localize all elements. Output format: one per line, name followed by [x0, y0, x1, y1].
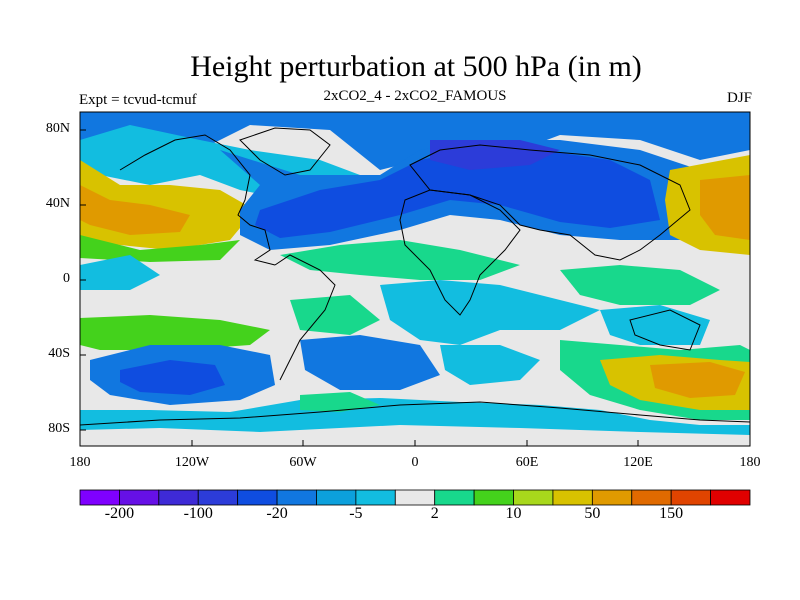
- colorbar-swatch: [591, 489, 633, 506]
- arctic-blue-region: [80, 112, 750, 170]
- axis-ticks: [79, 129, 751, 446]
- aleutian-green-region: [80, 235, 240, 262]
- colorbar-label: -20: [266, 505, 288, 522]
- colorbar-swatch: [237, 489, 278, 506]
- map-title: Height perturbation at 500 hPa (in m): [190, 50, 642, 83]
- antarctic-gray-region: [80, 425, 750, 446]
- lat-tick-label: 80N: [45, 121, 70, 136]
- colorbar-swatch: [316, 489, 357, 506]
- north-pacific-orange-region: [80, 185, 190, 235]
- colorbar-swatch: [710, 489, 751, 506]
- lon-tick-label: 120E: [623, 455, 653, 470]
- colorbar-swatch: [79, 489, 120, 506]
- tropical-pacific-cyan-region: [80, 255, 160, 290]
- colorbar-label: 10: [505, 505, 522, 522]
- colorbar-swatch: [276, 489, 317, 506]
- east-asia-orange-region: [700, 175, 750, 240]
- colorbar-swatch: [394, 489, 436, 506]
- lon-tick-label: 60W: [289, 455, 317, 470]
- coastlines: [80, 127, 750, 426]
- south-indian-blue-region: [440, 345, 540, 385]
- colorbar-swatch: [552, 489, 593, 506]
- south-pacific-green-region: [80, 315, 270, 350]
- contour-field: [80, 112, 750, 446]
- indian-ocean-green-region: [560, 265, 720, 305]
- colorbar-label: 150: [659, 505, 684, 522]
- colorbar-swatch: [670, 489, 711, 506]
- south-atlantic-blue-region: [300, 335, 440, 390]
- colorbar-swatch: [631, 489, 672, 506]
- colorbar-swatch: [355, 489, 396, 506]
- eurasia-deep-blue-region: [255, 150, 660, 238]
- antarctic-green-region: [300, 392, 380, 412]
- maritime-cyan-region: [600, 305, 710, 345]
- colorbar-swatch: [158, 489, 199, 506]
- season-label: DJF: [726, 90, 752, 106]
- comparison-label: 2xCO2_4 - 2xCO2_FAMOUS: [323, 88, 507, 104]
- colorbar-swatch: [473, 489, 514, 506]
- lon-tick-label: 60E: [515, 455, 539, 470]
- colorbar-swatch: [197, 489, 239, 506]
- colorbar-label: -5: [349, 505, 363, 522]
- experiment-label: Expt = tcvud-tcmuf: [79, 92, 197, 108]
- lat-tick-label: 0: [63, 271, 70, 286]
- south-pacific-deep-blue-region: [120, 360, 225, 395]
- south-atlantic-cyan-region: [380, 280, 600, 345]
- lat-tick-label: 80S: [48, 421, 70, 436]
- tropical-atlantic-green-region: [280, 240, 520, 280]
- colorbar-label: -200: [104, 505, 135, 522]
- colorbar-label: -100: [183, 505, 213, 522]
- colorbar-label: 50: [584, 505, 601, 522]
- colorbar-label: 2: [430, 505, 439, 522]
- lon-tick-label: 180: [69, 455, 91, 470]
- colorbar-swatch: [513, 489, 554, 506]
- south-indian-orange-region: [650, 362, 745, 398]
- colorbar-swatch: [434, 489, 475, 506]
- colorbar-swatch: [119, 489, 160, 506]
- lon-tick-label: 180: [739, 455, 761, 470]
- colorbar: [79, 489, 751, 506]
- lat-tick-label: 40N: [45, 196, 70, 211]
- lon-tick-label: 120W: [174, 455, 210, 470]
- lon-tick-label: 0: [411, 455, 419, 470]
- lat-tick-label: 40S: [48, 346, 70, 361]
